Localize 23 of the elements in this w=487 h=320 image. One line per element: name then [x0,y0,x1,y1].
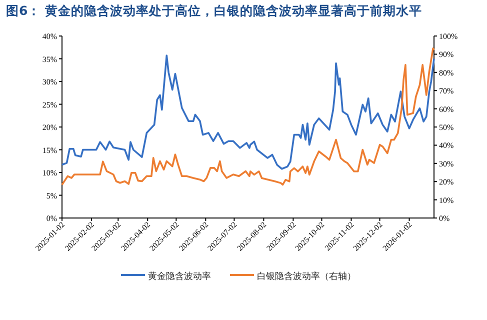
y2-tick-label: 60% [439,104,454,114]
y-tick-label: 20% [42,123,58,132]
y-tick-label: 35% [42,54,58,64]
legend-label: 白银隐含波动率（右轴） [257,271,356,282]
y-tick-label: 5% [46,191,58,200]
y-tick-label: 25% [42,100,58,110]
y-tick-label: 0% [46,214,58,223]
y2-tick-label: 30% [439,159,454,168]
y-tick-label: 10% [42,168,58,178]
y2-tick-label: 80% [439,68,454,78]
y-tick-label: 15% [42,146,58,155]
y2-tick-label: 40% [439,141,454,150]
legend-label: 黄金隐含波动率 [148,271,211,282]
y2-tick-label: 20% [439,178,454,187]
y2-tick-label: 10% [439,196,454,205]
y2-tick-label: 50% [439,123,454,132]
y-tick-label: 40% [42,32,58,41]
y2-tick-label: 70% [439,86,454,96]
y2-tick-label: 100% [439,32,458,41]
y-tick-label: 30% [42,78,58,86]
y2-tick-label: 0% [439,214,450,223]
y2-tick-label: 90% [439,50,454,60]
title: 图6： 黄金的隐含波动率处于高位，白银的隐含波动率显著高于前期水平 [6,3,422,18]
